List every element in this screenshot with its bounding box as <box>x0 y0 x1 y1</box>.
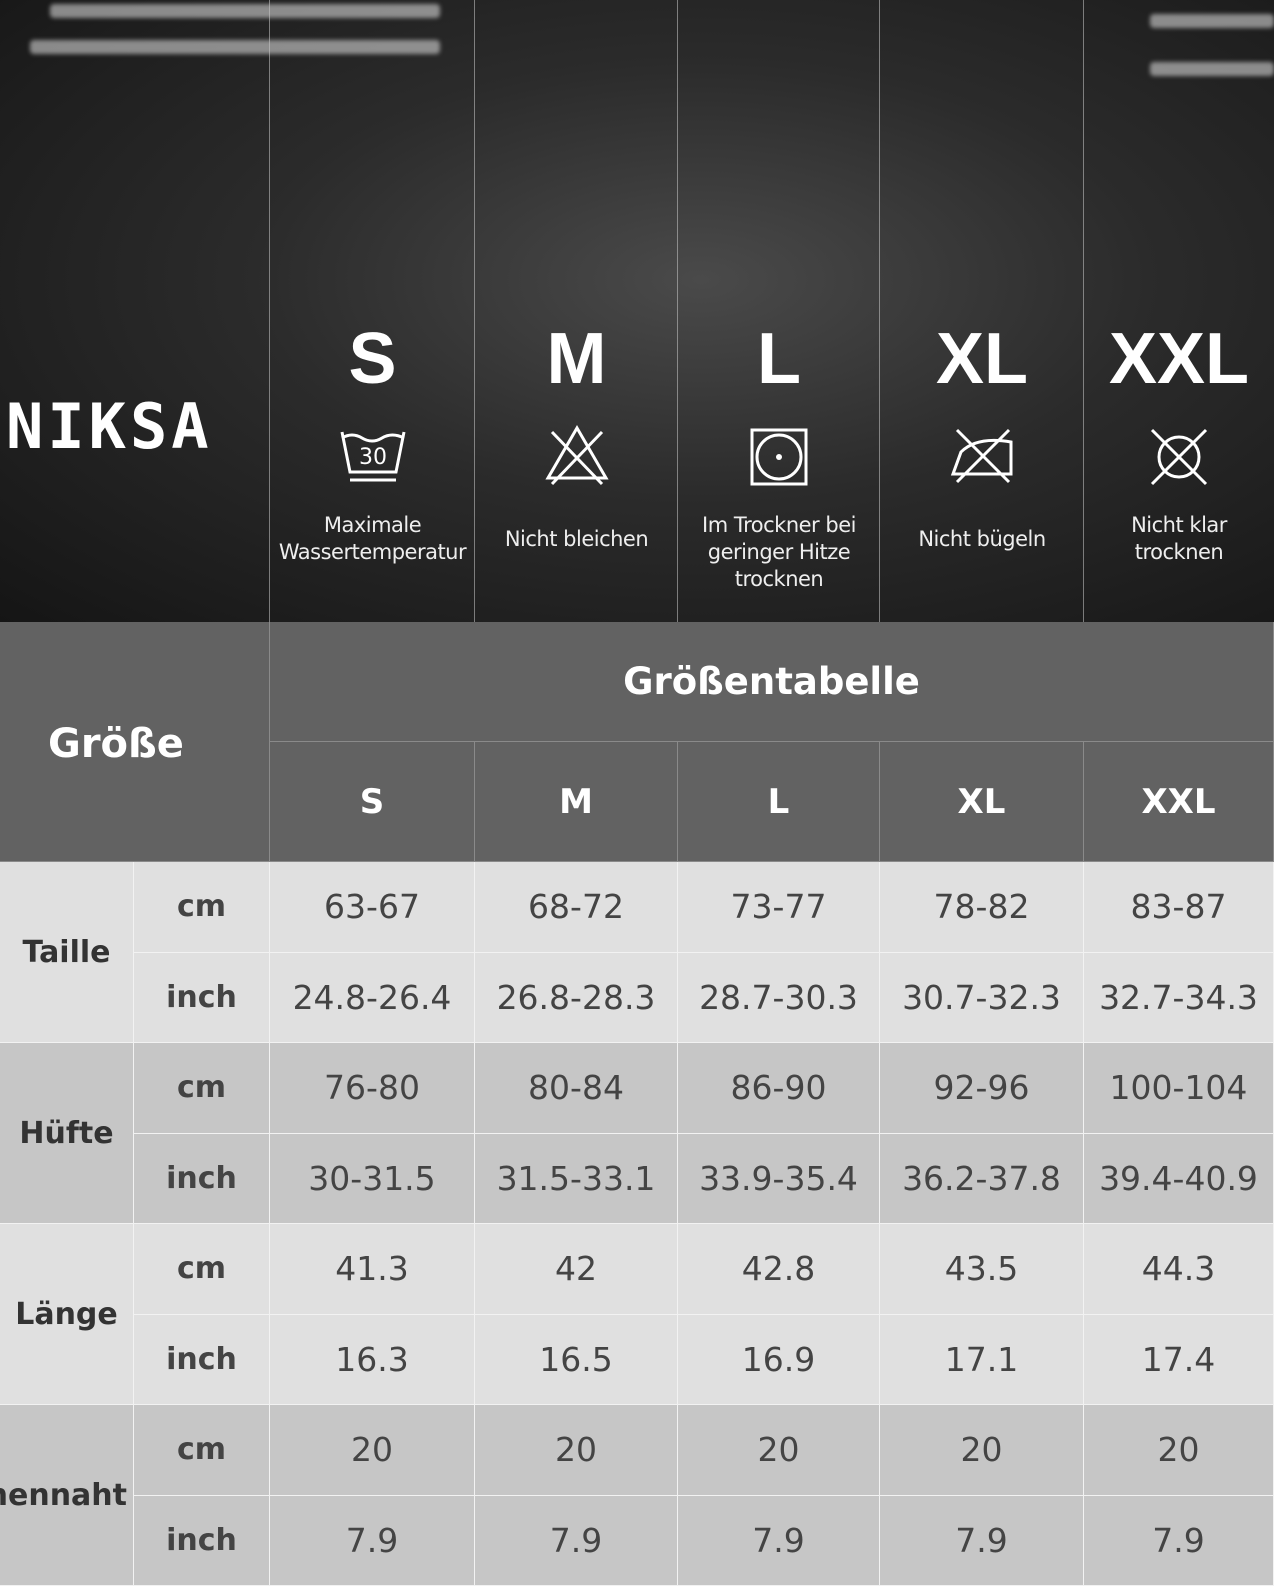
unit-cell: cm <box>134 1405 270 1496</box>
value-cell: 73-77 <box>678 862 880 953</box>
value-cell: 100-104 <box>1084 1043 1274 1134</box>
care-line: trocknen <box>1084 539 1274 566</box>
column-header: S <box>270 742 475 862</box>
care-line: Maximale <box>270 512 475 539</box>
care-icon: 30 <box>338 422 408 492</box>
size-label: XL <box>880 318 1084 400</box>
unit-cell: inch <box>134 1496 270 1586</box>
value-cell: 63-67 <box>270 862 475 953</box>
corner-header: Größe <box>0 622 270 862</box>
size-column: XL Nicht bügeln <box>880 0 1084 622</box>
care-icon <box>542 422 612 492</box>
value-cell: 17.1 <box>880 1315 1084 1406</box>
care-line: geringer Hitze trocknen <box>678 539 880 593</box>
unit-cell: cm <box>134 1043 270 1134</box>
group-label: Länge <box>0 1224 134 1405</box>
value-cell: 92-96 <box>880 1043 1084 1134</box>
size-label: M <box>475 318 678 400</box>
unit-cell: inch <box>134 953 270 1044</box>
value-cell: 20 <box>475 1405 678 1496</box>
care-icon <box>744 422 814 492</box>
size-label: S <box>270 318 475 400</box>
value-cell: 7.9 <box>880 1496 1084 1586</box>
group-label: Innennaht <box>0 1405 134 1586</box>
brand-logo: NIKSA <box>6 390 213 463</box>
column-header: XL <box>880 742 1084 862</box>
unit-cell: cm <box>134 862 270 953</box>
value-cell: 36.2-37.8 <box>880 1134 1084 1225</box>
care-icon <box>1144 422 1214 492</box>
value-cell: 32.7-34.3 <box>1084 953 1274 1044</box>
table-title: Größentabelle <box>270 622 1274 742</box>
size-label: L <box>678 318 880 400</box>
value-cell: 42.8 <box>678 1224 880 1315</box>
value-cell: 16.5 <box>475 1315 678 1406</box>
value-cell: 7.9 <box>270 1496 475 1586</box>
value-cell: 20 <box>270 1405 475 1496</box>
value-cell: 24.8-26.4 <box>270 953 475 1044</box>
care-line: Nicht bleichen <box>475 526 678 553</box>
value-cell: 16.9 <box>678 1315 880 1406</box>
value-cell: 28.7-30.3 <box>678 953 880 1044</box>
value-cell: 20 <box>880 1405 1084 1496</box>
care-line: Nicht bügeln <box>880 526 1084 553</box>
value-cell: 86-90 <box>678 1043 880 1134</box>
value-cell: 30.7-32.3 <box>880 953 1084 1044</box>
value-cell: 33.9-35.4 <box>678 1134 880 1225</box>
value-cell: 7.9 <box>1084 1496 1274 1586</box>
value-cell: 43.5 <box>880 1224 1084 1315</box>
value-cell: 78-82 <box>880 862 1084 953</box>
value-cell: 80-84 <box>475 1043 678 1134</box>
value-cell: 41.3 <box>270 1224 475 1315</box>
care-line: Im Trockner bei <box>678 512 880 539</box>
care-icon <box>947 422 1017 492</box>
care-line: Nicht klar <box>1084 512 1274 539</box>
value-cell: 20 <box>678 1405 880 1496</box>
value-cell: 76-80 <box>270 1043 475 1134</box>
column-header: L <box>678 742 880 862</box>
care-text: Nicht bleichen <box>475 526 678 553</box>
value-cell: 26.8-28.3 <box>475 953 678 1044</box>
size-label: XXL <box>1084 318 1274 400</box>
value-cell: 16.3 <box>270 1315 475 1406</box>
value-cell: 83-87 <box>1084 862 1274 953</box>
value-cell: 7.9 <box>678 1496 880 1586</box>
care-line: Wassertemperatur <box>270 539 475 566</box>
value-cell: 44.3 <box>1084 1224 1274 1315</box>
value-cell: 68-72 <box>475 862 678 953</box>
group-label: Hüfte <box>0 1043 134 1224</box>
value-cell: 20 <box>1084 1405 1274 1496</box>
value-cell: 31.5-33.1 <box>475 1134 678 1225</box>
column-header: XXL <box>1084 742 1274 862</box>
care-text: Nicht bügeln <box>880 526 1084 553</box>
size-column: M Nicht bleichen <box>475 0 678 622</box>
icon-text: 30 <box>359 445 387 470</box>
value-cell: 17.4 <box>1084 1315 1274 1406</box>
unit-cell: cm <box>134 1224 270 1315</box>
unit-cell: inch <box>134 1134 270 1225</box>
group-label: Taille <box>0 862 134 1043</box>
value-cell: 42 <box>475 1224 678 1315</box>
unit-cell: inch <box>134 1315 270 1406</box>
value-cell: 7.9 <box>475 1496 678 1586</box>
column-header: M <box>475 742 678 862</box>
value-cell: 30-31.5 <box>270 1134 475 1225</box>
value-cell: 39.4-40.9 <box>1084 1134 1274 1225</box>
